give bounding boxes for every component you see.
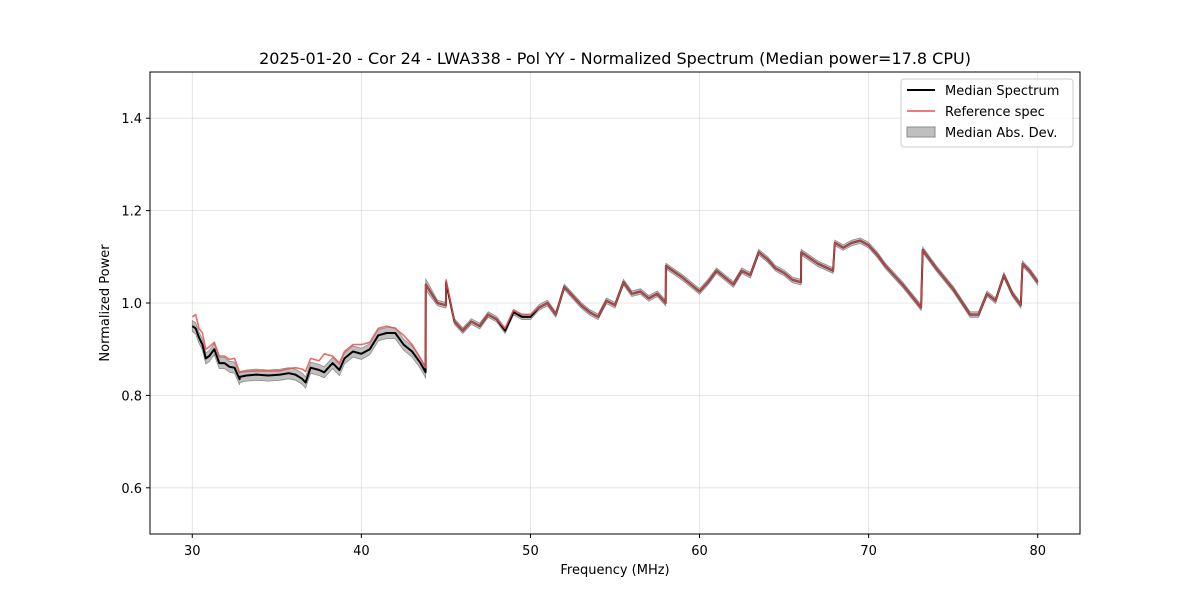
reference-spectrum-line <box>191 239 1039 374</box>
y-tick-label: 1.4 <box>121 112 142 127</box>
legend-mad-label: Median Abs. Dev. <box>945 126 1057 141</box>
legend-median-label: Median Spectrum <box>945 84 1059 99</box>
y-tick-label: 0.6 <box>121 482 142 497</box>
y-axis-label: Normalized Power <box>98 244 113 362</box>
y-tick-label: 0.8 <box>121 389 142 404</box>
x-tick-label: 80 <box>1029 544 1046 559</box>
y-tick-label: 1.0 <box>121 297 142 312</box>
legend: Median Spectrum Reference spec Median Ab… <box>900 78 1074 148</box>
legend-box <box>900 78 1074 148</box>
x-tick-label: 50 <box>522 544 539 559</box>
y-tick-label: 1.2 <box>121 205 142 220</box>
chart-title: 2025-01-20 - Cor 24 - LWA338 - Pol YY - … <box>259 49 971 68</box>
legend-mad-swatch <box>906 126 936 138</box>
x-axis: 30 40 50 60 70 80 <box>184 534 1046 559</box>
x-axis-label: Frequency (MHz) <box>560 563 669 578</box>
x-tick-label: 40 <box>353 544 370 559</box>
x-tick-label: 70 <box>860 544 877 559</box>
plot-area <box>191 237 1039 389</box>
legend-reference-label: Reference spec <box>945 105 1045 120</box>
x-tick-label: 30 <box>184 544 201 559</box>
y-axis: 0.6 0.8 1.0 1.2 1.4 <box>121 112 150 497</box>
x-tick-label: 60 <box>691 544 708 559</box>
